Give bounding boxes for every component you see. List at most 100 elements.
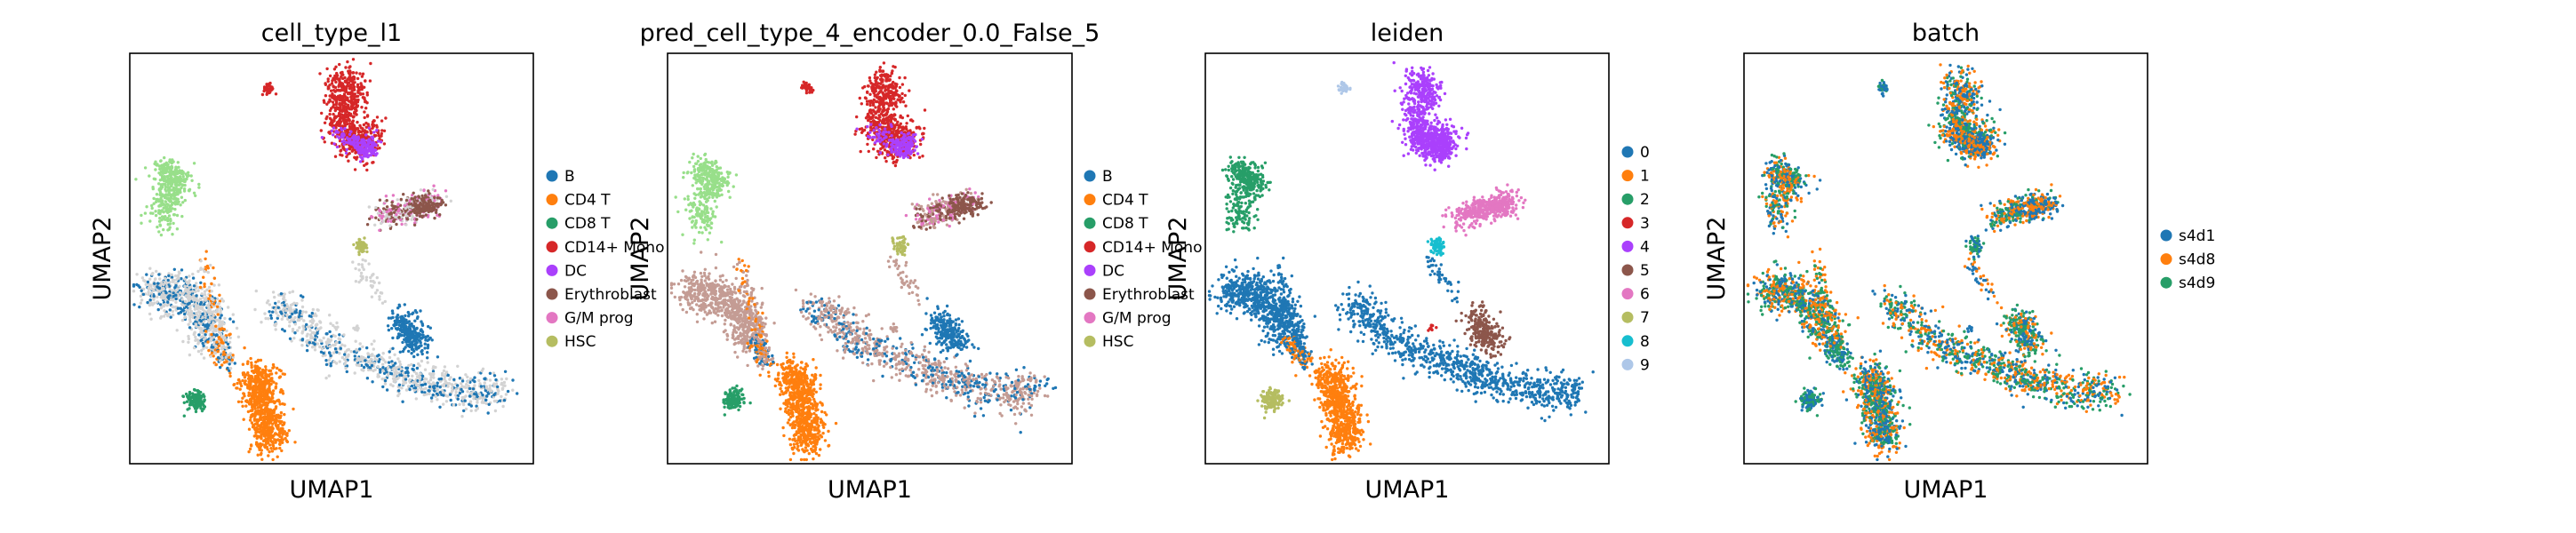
data-point [363,366,365,369]
data-point [147,281,149,283]
data-point [174,274,177,277]
data-point [266,417,268,419]
data-point [282,314,284,317]
data-point [373,358,376,361]
data-point [376,276,379,279]
data-point [425,393,428,395]
data-point [249,375,252,378]
data-point [420,330,422,332]
data-point [156,282,159,284]
data-point [353,156,356,159]
data-point [360,84,363,87]
data-point [401,324,404,327]
data-point [346,60,348,63]
data-point [358,152,361,155]
data-point [242,363,244,366]
data-point [148,267,151,270]
data-point [370,136,372,139]
data-point [460,385,463,387]
data-point [325,363,328,366]
data-point [375,124,378,127]
data-point [218,322,220,324]
legend-marker [547,218,558,229]
data-point [472,397,475,400]
data-point [301,306,304,308]
data-point [337,95,340,98]
data-point [188,393,191,395]
data-point [232,313,235,315]
data-point [260,359,262,362]
data-point [177,276,180,279]
data-point [293,331,296,334]
data-point [324,377,327,379]
data-point [364,116,366,119]
data-point [248,387,251,390]
data-point [290,320,292,322]
data-point [260,433,262,435]
legend-marker [547,241,558,252]
data-point [354,168,356,171]
data-point [366,115,369,117]
data-point [164,298,167,300]
data-point [271,423,274,426]
data-point [404,367,407,370]
data-point [360,139,363,141]
data-point [418,195,420,198]
data-point [209,264,212,266]
data-point [511,389,514,392]
data-point [300,344,303,346]
data-point [172,189,175,192]
data-point [280,435,283,438]
data-point [461,379,464,382]
data-point [503,385,506,387]
data-point [405,333,408,336]
data-point [275,312,277,314]
data-point [435,395,437,398]
data-point [266,408,268,410]
data-point [328,99,331,101]
data-point [288,429,291,432]
data-point [187,174,189,177]
data-point [278,376,281,378]
legend-label: G/M prog [564,310,634,328]
data-point [196,338,198,341]
data-point [193,192,196,195]
data-point [184,300,187,303]
data-point [381,378,384,380]
data-point [402,193,404,195]
data-point [204,293,206,296]
data-point [270,400,273,402]
data-point [166,314,169,317]
data-point [246,371,249,374]
data-point [237,401,240,403]
data-point [366,377,369,379]
data-point [445,370,448,373]
data-point [222,353,225,355]
data-point [388,216,390,219]
data-point [390,372,393,375]
data-point [427,346,429,349]
data-point [365,251,368,253]
data-point [179,177,181,179]
data-point [204,405,206,408]
data-point [378,282,380,284]
data-point [430,396,433,399]
data-point [369,62,372,65]
data-point [356,85,359,88]
data-point [398,384,401,386]
data-point [336,135,339,138]
data-point [243,393,245,395]
data-point [137,284,140,287]
data-point [366,352,369,354]
data-point [158,293,161,296]
data-point [188,188,191,191]
data-point [969,360,972,362]
data-point [385,195,388,197]
data-point [382,211,385,213]
data-point [349,350,352,353]
data-point [316,332,318,335]
data-point [338,352,340,354]
data-point [360,272,363,274]
data-point [432,394,435,396]
data-point [489,372,492,375]
